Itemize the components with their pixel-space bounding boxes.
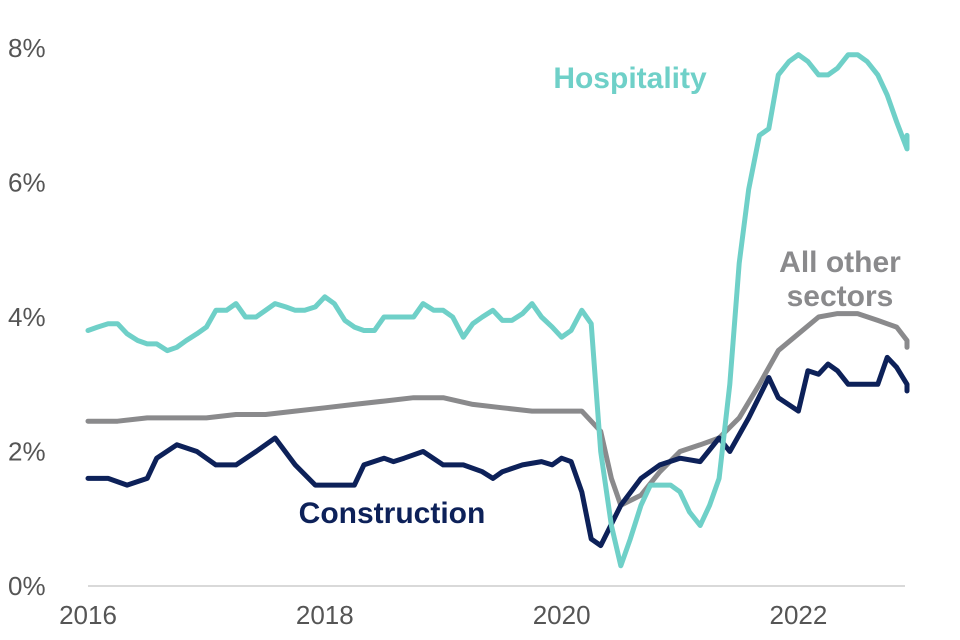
y-axis-ticks: 0% 2% 4% 6% 8%: [8, 33, 46, 601]
series-lines: [85, 52, 910, 569]
series-label-construction: Construction: [299, 497, 486, 530]
x-tick-label: 2016: [59, 600, 117, 630]
x-tick-label: 2020: [533, 600, 591, 630]
series-label-all-other-sectors: sectors: [787, 280, 894, 313]
x-tick-label: 2018: [296, 600, 354, 630]
y-tick-label: 8%: [8, 33, 46, 63]
y-tick-label: 0%: [8, 571, 46, 601]
x-axis-ticks: 2016 2018 2020 2022: [59, 600, 827, 630]
y-tick-label: 6%: [8, 168, 46, 198]
series-label-hospitality: Hospitality: [553, 62, 707, 95]
y-tick-label: 2%: [8, 437, 46, 467]
x-tick-label: 2022: [770, 600, 828, 630]
y-tick-label: 4%: [8, 302, 46, 332]
series-line-construction: [85, 354, 910, 549]
series-line-hospitality: [85, 52, 910, 569]
series-label-all-other-sectors: All other: [779, 246, 901, 279]
